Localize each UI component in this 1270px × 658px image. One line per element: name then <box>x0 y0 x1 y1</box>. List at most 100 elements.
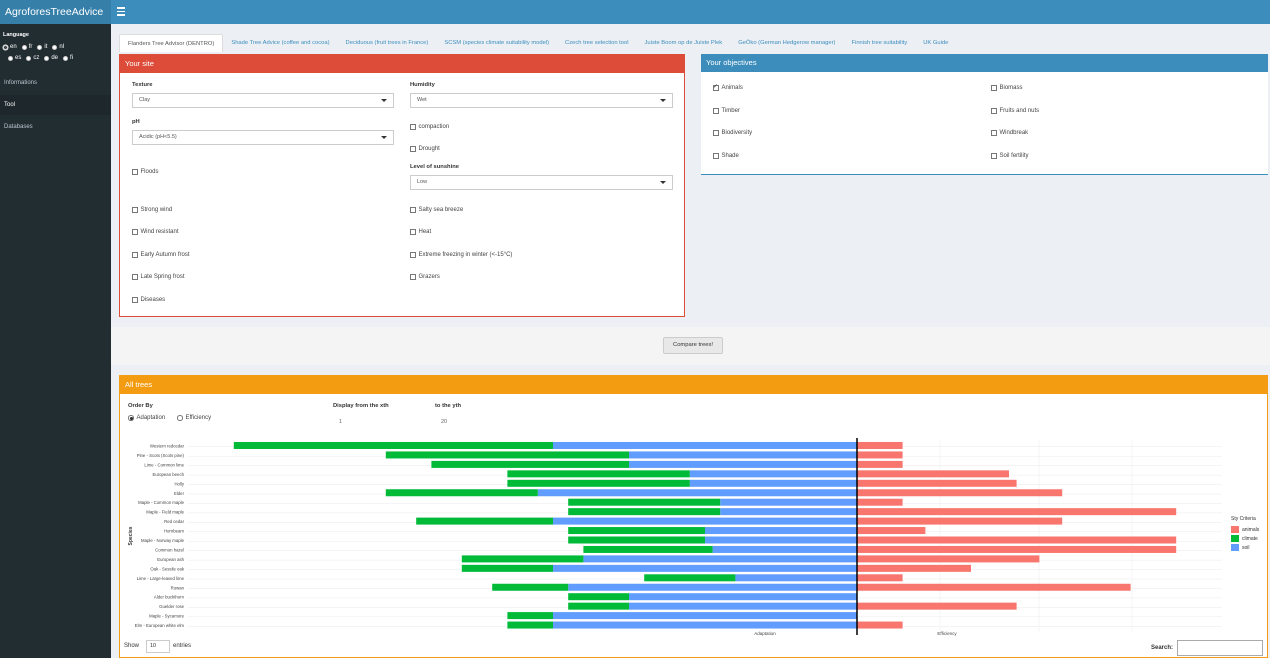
legend-item-soil: soil <box>1231 543 1259 552</box>
language-option-es[interactable]: es <box>8 55 21 61</box>
checkbox-box[interactable] <box>410 229 416 235</box>
checkbox-box[interactable] <box>132 252 138 258</box>
radio-icon[interactable] <box>21 44 27 50</box>
radio-unselected[interactable] <box>177 415 183 421</box>
species-tick-label: Lime - Common lime <box>144 462 184 467</box>
tab-8[interactable]: UK Guide <box>923 40 949 46</box>
bar-animals <box>857 536 1177 544</box>
radio-icon[interactable] <box>3 44 8 50</box>
checkbox-box[interactable] <box>713 153 719 159</box>
checkbox-box[interactable] <box>132 274 138 280</box>
radio-icon[interactable] <box>44 55 50 61</box>
display-from-input[interactable]: 1 <box>339 419 343 425</box>
show-label: Show <box>124 643 140 649</box>
checkbox-box[interactable] <box>410 146 416 152</box>
bar-climate <box>507 621 553 629</box>
app-logo[interactable]: AgroforesTreeAdvice <box>0 0 111 24</box>
late-spring-frost-checkbox[interactable]: Late Spring frost <box>132 274 185 280</box>
tab-4[interactable]: Czech tree selection tool <box>565 40 629 46</box>
checkbox-box[interactable] <box>410 124 416 130</box>
tab-1[interactable]: Shade Tree Advice (coffee and cocoa) <box>231 40 330 46</box>
radio-icon[interactable] <box>26 55 32 61</box>
species-tick-label: Elm - European white elm <box>135 623 185 628</box>
tab-0[interactable]: Flanders Tree Advisor (DENTRO) <box>119 34 224 52</box>
sunshine-select[interactable]: Low <box>410 175 673 190</box>
order-efficiency-radio[interactable]: Efficiency <box>177 415 211 421</box>
compare-trees-button[interactable]: Compare trees! <box>663 337 723 354</box>
order-adaptation-radio[interactable]: Adaptation <box>128 415 165 421</box>
grazers-checkbox[interactable]: Grazers <box>410 274 440 280</box>
objective-soil-fertility-checkbox[interactable]: Soil fertility <box>991 153 1029 159</box>
checkbox-box[interactable] <box>410 207 416 213</box>
entries-select[interactable]: 10 <box>146 640 170 653</box>
checkbox-box[interactable] <box>132 229 138 235</box>
x-axis-label-efficiency: Efficiency <box>937 631 957 636</box>
entries-label: entries <box>173 643 192 649</box>
checkbox-box[interactable] <box>991 85 997 91</box>
humidity-select[interactable]: Wet <box>410 93 673 108</box>
bar-climate <box>492 583 569 591</box>
objective-timber-checkbox[interactable]: Timber <box>713 108 740 114</box>
language-option-cz[interactable]: cz <box>26 55 39 61</box>
objective-animals-checkbox[interactable]: Animals <box>713 83 743 91</box>
checkbox-box[interactable] <box>713 108 719 114</box>
language-option-nl[interactable]: nl <box>52 44 64 50</box>
texture-select-value: Clay <box>139 97 151 103</box>
radio-selected[interactable] <box>128 415 134 421</box>
floods-checkbox[interactable]: Floods <box>132 169 159 175</box>
grazers-label: Grazers <box>418 274 440 280</box>
checkbox-box[interactable] <box>991 153 997 159</box>
objective-windbreak-checkbox[interactable]: Windbreak <box>991 130 1028 136</box>
tab-2[interactable]: Deciduous (fruit trees in France) <box>345 40 429 46</box>
hamburger-menu-icon[interactable] <box>117 7 125 16</box>
display-to-input[interactable]: 20 <box>441 419 448 425</box>
extreme-freezing-checkbox[interactable]: Extreme freezing in winter (<-15°C) <box>410 252 512 258</box>
ph-select[interactable]: Acidic (pH<5.5) <box>132 130 394 145</box>
wind-resistant-checkbox[interactable]: Wind resistant <box>132 229 179 235</box>
radio-icon[interactable] <box>8 55 13 61</box>
language-code: nl <box>59 44 65 50</box>
checkbox-box[interactable] <box>410 252 416 258</box>
checkbox-box[interactable] <box>991 108 997 114</box>
checkbox-box[interactable] <box>132 169 138 175</box>
radio-icon[interactable] <box>37 44 43 50</box>
compaction-checkbox[interactable]: compaction <box>410 124 449 130</box>
checkbox-box[interactable] <box>410 274 416 280</box>
language-option-fr[interactable]: fr <box>21 44 32 50</box>
sidebar-item-tool[interactable]: Tool <box>0 95 111 115</box>
language-option-fi[interactable]: fi <box>63 55 73 61</box>
checkbox-box[interactable] <box>713 130 719 136</box>
your-objectives-title: Your objectives <box>701 54 1268 72</box>
language-option-de[interactable]: de <box>44 55 58 61</box>
checkbox-box[interactable] <box>991 130 997 136</box>
objective-biomass-checkbox[interactable]: Biomass <box>991 85 1023 91</box>
tab-7[interactable]: Finnish tree suitability <box>851 40 908 46</box>
salty-sea-breeze-checkbox[interactable]: Salty sea breeze <box>410 207 463 213</box>
legend-label: animals <box>1242 526 1260 533</box>
search-input[interactable] <box>1177 640 1263 656</box>
diseases-checkbox[interactable]: Diseases <box>132 297 165 303</box>
heat-checkbox[interactable]: Heat <box>410 229 431 235</box>
tab-3[interactable]: SCSM (species climate suitability model) <box>444 40 550 46</box>
checkbox-box[interactable] <box>132 297 138 303</box>
early-autumn-frost-checkbox[interactable]: Early Autumn frost <box>132 252 190 258</box>
strong-wind-checkbox[interactable]: Strong wind <box>132 207 172 213</box>
radio-icon[interactable] <box>52 44 58 50</box>
drought-checkbox[interactable]: Drought <box>410 146 440 152</box>
sidebar-item-informations[interactable]: Informations <box>4 80 38 86</box>
objective-shade-checkbox[interactable]: Shade <box>713 153 739 159</box>
objective-fruits-nuts-checkbox[interactable]: Fruits and nuts <box>991 108 1039 114</box>
tab-6[interactable]: GeÖko (German Hedgerow manager) <box>738 40 836 46</box>
chevron-down-icon <box>660 181 666 184</box>
tab-5[interactable]: Juiste Boom op de Juiste Plek <box>644 40 723 46</box>
radio-icon[interactable] <box>63 55 69 61</box>
texture-select[interactable]: Clay <box>132 93 394 108</box>
bar-climate <box>644 574 736 582</box>
language-option-en[interactable]: en <box>3 44 17 50</box>
sidebar-item-databases[interactable]: Databases <box>4 124 33 130</box>
checkbox-box[interactable] <box>132 207 138 213</box>
language-option-it[interactable]: it <box>37 44 47 50</box>
checkbox-box-checked[interactable] <box>713 83 719 91</box>
objective-biodiversity-checkbox[interactable]: Biodiversity <box>713 130 752 136</box>
language-code: es <box>15 55 22 61</box>
